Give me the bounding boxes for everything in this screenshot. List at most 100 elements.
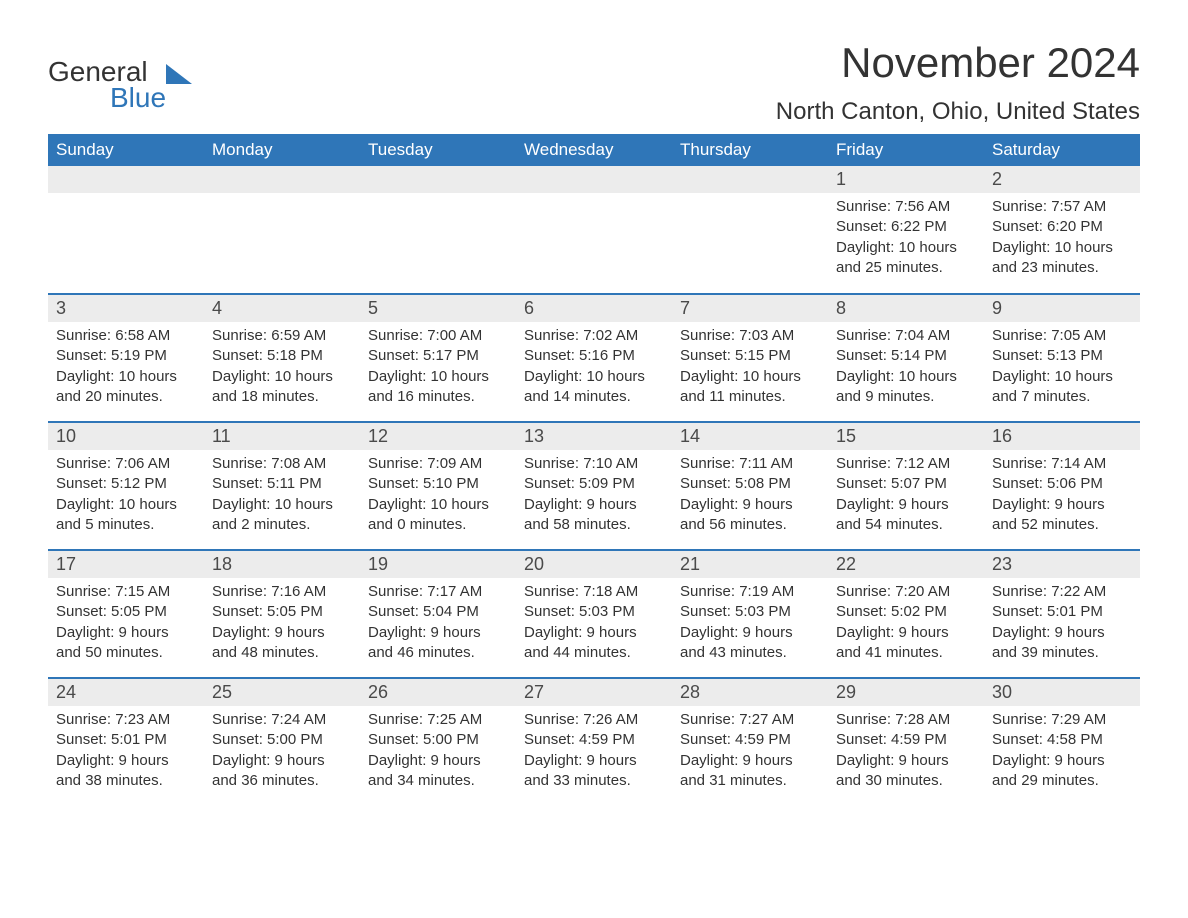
sunset-label: Sunset: bbox=[368, 475, 419, 492]
day-number: 29 bbox=[828, 679, 984, 706]
sunset-value: 5:03 PM bbox=[735, 603, 791, 620]
day-details: Sunrise: 7:22 AMSunset: 5:01 PMDaylight:… bbox=[984, 578, 1140, 671]
daylight-label: Daylight: bbox=[680, 624, 738, 641]
sunset-value: 5:07 PM bbox=[891, 475, 947, 492]
calendar-cell: 18Sunrise: 7:16 AMSunset: 5:05 PMDayligh… bbox=[204, 550, 360, 678]
sunset-line: Sunset: 5:01 PM bbox=[56, 730, 196, 750]
sunset-line: Sunset: 5:14 PM bbox=[836, 346, 976, 366]
sunrise-value: 7:22 AM bbox=[1051, 583, 1106, 600]
sunrise-line: Sunrise: 7:15 AM bbox=[56, 582, 196, 602]
sunrise-line: Sunrise: 7:12 AM bbox=[836, 454, 976, 474]
weekday-header: Friday bbox=[828, 134, 984, 166]
calendar-cell-empty bbox=[360, 166, 516, 294]
calendar-cell: 2Sunrise: 7:57 AMSunset: 6:20 PMDaylight… bbox=[984, 166, 1140, 294]
day-details: Sunrise: 7:12 AMSunset: 5:07 PMDaylight:… bbox=[828, 450, 984, 543]
sunset-line: Sunset: 5:06 PM bbox=[992, 474, 1132, 494]
sunset-label: Sunset: bbox=[368, 347, 419, 364]
sunset-label: Sunset: bbox=[212, 603, 263, 620]
title-block: November 2024 North Canton, Ohio, United… bbox=[776, 40, 1140, 126]
calendar-cell: 9Sunrise: 7:05 AMSunset: 5:13 PMDaylight… bbox=[984, 294, 1140, 422]
day-details: Sunrise: 7:04 AMSunset: 5:14 PMDaylight:… bbox=[828, 322, 984, 415]
day-details: Sunrise: 7:09 AMSunset: 5:10 PM Daylight:… bbox=[360, 450, 516, 543]
day-details: Sunrise: 7:27 AMSunset: 4:59 PMDaylight:… bbox=[672, 706, 828, 799]
sunset-line: Sunset: 5:08 PM bbox=[680, 474, 820, 494]
daylight-label: Daylight: bbox=[680, 752, 738, 769]
daylight-line: Daylight: 10 hours and 20 minutes. bbox=[56, 367, 196, 408]
daylight-label: Daylight: bbox=[56, 368, 114, 385]
daylight-label: Daylight: bbox=[56, 752, 114, 769]
daylight-label: Daylight: bbox=[836, 752, 894, 769]
sunset-value: 6:20 PM bbox=[1047, 218, 1103, 235]
sunset-value: 5:17 PM bbox=[423, 347, 479, 364]
day-details: Sunrise: 7:02 AMSunset: 5:16 PMDaylight:… bbox=[516, 322, 672, 415]
sunrise-line: Sunrise: 7:02 AM bbox=[524, 326, 664, 346]
sunset-value: 5:11 PM bbox=[267, 475, 322, 492]
sunrise-line: Sunrise: 7:29 AM bbox=[992, 710, 1132, 730]
sunset-label: Sunset: bbox=[368, 731, 419, 748]
sunset-value: 5:10 PM bbox=[423, 475, 479, 492]
sunset-line: Sunset: 5:04 PM bbox=[368, 602, 508, 622]
sunset-label: Sunset: bbox=[524, 347, 575, 364]
sunrise-line: Sunrise: 7:24 AM bbox=[212, 710, 352, 730]
day-number: 24 bbox=[48, 679, 204, 706]
sunrise-label: Sunrise: bbox=[56, 327, 111, 344]
day-details: Sunrise: 6:58 AMSunset: 5:19 PMDaylight:… bbox=[48, 322, 204, 415]
daylight-line: Daylight: 10 hours and 11 minutes. bbox=[680, 367, 820, 408]
sunset-line: Sunset: 5:12 PM bbox=[56, 474, 196, 494]
day-details: Sunrise: 7:26 AMSunset: 4:59 PMDaylight:… bbox=[516, 706, 672, 799]
daylight-label: Daylight: bbox=[368, 624, 426, 641]
daylight-line: Daylight: 10 hours and 25 minutes. bbox=[836, 238, 976, 279]
sunrise-line: Sunrise: 7:06 AM bbox=[56, 454, 196, 474]
sunset-label: Sunset: bbox=[212, 347, 263, 364]
daylight-line: Daylight: 9 hours and 33 minutes. bbox=[524, 751, 664, 792]
weekday-header: Monday bbox=[204, 134, 360, 166]
sunset-line: Sunset: 5:03 PM bbox=[524, 602, 664, 622]
day-details: Sunrise: 7:19 AMSunset: 5:03 PMDaylight:… bbox=[672, 578, 828, 671]
day-details: Sunrise: 7:00 AMSunset: 5:17 PMDaylight:… bbox=[360, 322, 516, 415]
day-number: 13 bbox=[516, 423, 672, 450]
sunrise-value: 7:05 AM bbox=[1051, 327, 1106, 344]
location-label: North Canton, Ohio, United States bbox=[776, 98, 1140, 126]
sunrise-label: Sunrise: bbox=[992, 711, 1047, 728]
sunrise-line: Sunrise: 7:20 AM bbox=[836, 582, 976, 602]
daylight-line: Daylight: 10 hours and 5 minutes. bbox=[56, 495, 196, 536]
daylight-line: Daylight: 10 hours and 0 minutes. bbox=[368, 495, 508, 536]
day-details: Sunrise: 7:03 AMSunset: 5:15 PMDaylight:… bbox=[672, 322, 828, 415]
sunset-line: Sunset: 5:03 PM bbox=[680, 602, 820, 622]
calendar-cell: 10Sunrise: 7:06 AMSunset: 5:12 PMDayligh… bbox=[48, 422, 204, 550]
daylight-label: Daylight: bbox=[992, 239, 1050, 256]
sunrise-value: 7:17 AM bbox=[427, 583, 482, 600]
daylight-line: Daylight: 9 hours and 29 minutes. bbox=[992, 751, 1132, 792]
sunrise-label: Sunrise: bbox=[836, 583, 891, 600]
day-number: 25 bbox=[204, 679, 360, 706]
sunset-value: 5:09 PM bbox=[579, 475, 635, 492]
daylight-line: Daylight: 9 hours and 36 minutes. bbox=[212, 751, 352, 792]
day-details: Sunrise: 7:18 AMSunset: 5:03 PMDaylight:… bbox=[516, 578, 672, 671]
sunrise-label: Sunrise: bbox=[836, 455, 891, 472]
calendar-row: 24Sunrise: 7:23 AMSunset: 5:01 PMDayligh… bbox=[48, 678, 1140, 806]
daylight-line: Daylight: 9 hours and 31 minutes. bbox=[680, 751, 820, 792]
sunrise-value: 7:04 AM bbox=[895, 327, 950, 344]
sunrise-value: 7:18 AM bbox=[583, 583, 638, 600]
daylight-line: Daylight: 9 hours and 41 minutes. bbox=[836, 623, 976, 664]
sunrise-line: Sunrise: 7:56 AM bbox=[836, 197, 976, 217]
calendar-cell-empty bbox=[672, 166, 828, 294]
sunrise-line: Sunrise: 7:17 AM bbox=[368, 582, 508, 602]
sunset-value: 5:01 PM bbox=[111, 731, 167, 748]
calendar-cell: 3Sunrise: 6:58 AMSunset: 5:19 PMDaylight… bbox=[48, 294, 204, 422]
sunrise-line: Sunrise: 7:09 AM bbox=[368, 454, 508, 474]
day-number: 4 bbox=[204, 295, 360, 322]
daylight-line: Daylight: 9 hours and 43 minutes. bbox=[680, 623, 820, 664]
day-details: Sunrise: 7:56 AMSunset: 6:22 PMDaylight:… bbox=[828, 193, 984, 286]
daylight-label: Daylight: bbox=[836, 239, 894, 256]
calendar-cell: 14Sunrise: 7:11 AMSunset: 5:08 PMDayligh… bbox=[672, 422, 828, 550]
day-number-empty bbox=[48, 166, 204, 193]
sunrise-line: Sunrise: 7:18 AM bbox=[524, 582, 664, 602]
sunrise-label: Sunrise: bbox=[680, 583, 735, 600]
daylight-line: Daylight: 9 hours and 52 minutes. bbox=[992, 495, 1132, 536]
sunset-label: Sunset: bbox=[680, 731, 731, 748]
sunset-line: Sunset: 5:02 PM bbox=[836, 602, 976, 622]
daylight-label: Daylight: bbox=[524, 496, 582, 513]
weekday-header: Tuesday bbox=[360, 134, 516, 166]
sunset-value: 5:15 PM bbox=[735, 347, 791, 364]
